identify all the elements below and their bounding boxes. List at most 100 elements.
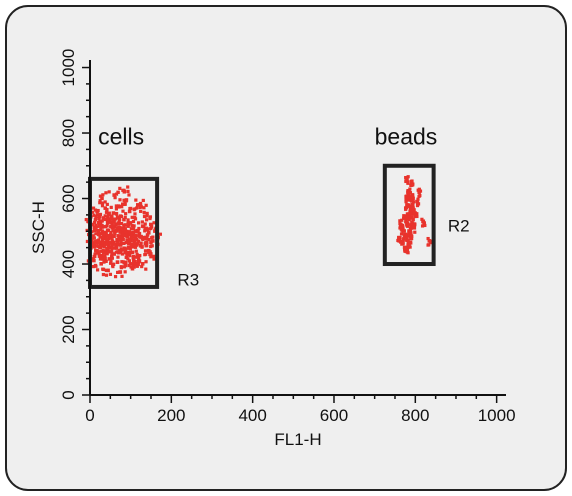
data-point [121,248,125,252]
data-point [100,239,104,243]
data-point [97,240,101,245]
data-point [99,249,103,253]
data-point [111,229,115,233]
data-point [415,214,419,219]
data-point [136,255,141,260]
data-point [407,231,411,235]
data-point [118,198,122,202]
data-point [411,193,415,197]
data-point [408,226,412,231]
data-point [140,262,145,266]
data-point [106,213,111,217]
data-point [106,228,110,232]
data-point [402,216,406,220]
data-point [106,268,110,273]
data-point [110,239,114,243]
data-point [133,238,137,242]
data-point [128,262,132,266]
data-point [97,230,101,234]
data-point [128,232,133,236]
data-point [145,244,149,248]
x-tick-label: 600 [320,406,348,425]
data-point [122,217,126,222]
gate-r2[interactable] [382,163,436,267]
data-point [146,230,151,235]
data-point [115,215,120,219]
data-point [103,242,107,246]
data-point [406,189,410,193]
y-axis-title: SSC-H [29,201,48,254]
x-tick-label: 0 [85,406,94,425]
data-point [104,210,109,214]
data-point [130,223,134,228]
data-point [145,237,149,241]
data-point [101,193,105,197]
data-point [410,195,414,199]
data-point [114,222,118,227]
data-point [410,215,414,219]
data-point [399,232,404,236]
data-point [123,215,127,219]
data-point [140,220,144,224]
data-point [130,266,135,271]
data-point [114,204,118,208]
data-point [407,196,411,200]
data-point [413,222,417,226]
y-tick-label: 400 [59,250,78,278]
data-point [397,238,402,242]
y-tick-label: 800 [59,119,78,147]
data-point [116,260,120,264]
data-point [402,214,406,218]
data-point [405,223,409,227]
data-point [91,257,95,261]
data-point [122,234,126,238]
data-point [406,233,410,237]
data-point [415,203,420,208]
data-point [116,270,120,275]
data-point [121,237,125,242]
data-point [103,200,107,204]
data-point [135,252,139,256]
x-axis-ticks: 0 200 400 600 800 1000 [85,395,516,425]
data-point [113,275,118,279]
data-point [148,216,152,221]
data-point [404,220,408,224]
data-point [114,246,119,250]
data-point [404,179,408,183]
data-point [403,247,407,251]
data-point [428,240,433,244]
data-point [127,250,132,255]
data-point [416,201,420,205]
x-tick-label: 400 [238,406,266,425]
data-point [118,230,122,234]
data-point [132,224,136,228]
data-point [408,223,412,227]
data-point [98,235,102,239]
data-point [136,241,140,245]
data-point [145,211,149,216]
data-point [109,230,113,234]
data-point [408,204,412,209]
data-point [152,257,156,261]
y-tick-label: 1000 [59,49,78,87]
data-point [126,257,130,261]
data-point [109,234,114,238]
data-point [404,233,408,237]
data-point [98,244,103,249]
data-point [129,245,133,249]
data-point [128,230,132,235]
data-point [410,220,414,224]
data-point [109,255,114,259]
data-point [117,227,121,231]
data-point [405,216,409,220]
data-point [133,207,137,211]
data-point [93,217,98,222]
data-point [122,265,126,269]
y-axis-ticks: 0 200 400 600 800 1000 [59,49,90,400]
data-point [410,212,414,216]
data-point [408,187,412,191]
data-point [116,241,120,245]
data-point [110,224,114,228]
data-point [127,239,132,244]
data-point [104,249,108,253]
